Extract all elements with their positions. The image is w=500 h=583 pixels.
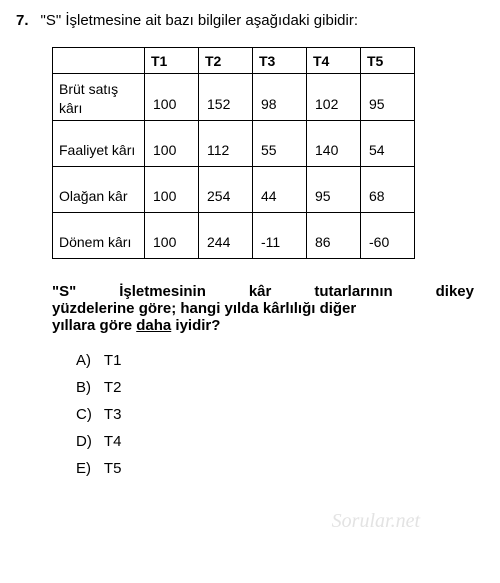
table-header-row: T1 T2 T3 T4 T5 bbox=[53, 48, 415, 74]
data-table-wrap: T1 T2 T3 T4 T5 Brüt satış kârı 100 152 9… bbox=[52, 47, 480, 259]
table-row: Olağan kâr 100 254 44 95 68 bbox=[53, 166, 415, 212]
cell: 54 bbox=[361, 120, 415, 166]
prompt-word: tutarlarının bbox=[314, 283, 392, 300]
option-label: C) bbox=[76, 406, 100, 423]
cell: 98 bbox=[253, 74, 307, 121]
table-row: Dönem kârı 100 244 -11 86 -60 bbox=[53, 212, 415, 258]
option-c[interactable]: C) T3 bbox=[76, 406, 480, 423]
cell: 95 bbox=[307, 166, 361, 212]
option-label: D) bbox=[76, 433, 100, 450]
cell: 112 bbox=[199, 120, 253, 166]
question-prompt: "S" İşletmesinin kâr tutarlarının dikey … bbox=[52, 283, 474, 334]
option-text: T4 bbox=[104, 433, 122, 450]
cell: 100 bbox=[145, 212, 199, 258]
watermark: Sorular.net bbox=[332, 510, 420, 533]
option-label: B) bbox=[76, 379, 100, 396]
prompt-word: kâr bbox=[249, 283, 272, 300]
option-a[interactable]: A) T1 bbox=[76, 352, 480, 369]
table-row: Brüt satış kârı 100 152 98 102 95 bbox=[53, 74, 415, 121]
data-table: T1 T2 T3 T4 T5 Brüt satış kârı 100 152 9… bbox=[52, 47, 415, 259]
cell: 140 bbox=[307, 120, 361, 166]
cell: 152 bbox=[199, 74, 253, 121]
cell: 244 bbox=[199, 212, 253, 258]
cell: 100 bbox=[145, 166, 199, 212]
cell: -60 bbox=[361, 212, 415, 258]
option-b[interactable]: B) T2 bbox=[76, 379, 480, 396]
option-text: T1 bbox=[104, 352, 122, 369]
row-label-line2: kârı bbox=[59, 100, 82, 116]
cell: 55 bbox=[253, 120, 307, 166]
option-d[interactable]: D) T4 bbox=[76, 433, 480, 450]
option-label: A) bbox=[76, 352, 100, 369]
question-header: 7. "S" İşletmesine ait bazı bilgiler aşa… bbox=[16, 12, 480, 29]
prompt-underline: daha bbox=[136, 317, 171, 334]
question-intro: "S" İşletmesine ait bazı bilgiler aşağıd… bbox=[41, 12, 358, 29]
prompt-word: İşletmesinin bbox=[119, 283, 206, 300]
prompt-word: dikey bbox=[436, 283, 474, 300]
cell: 254 bbox=[199, 166, 253, 212]
option-label: E) bbox=[76, 460, 100, 477]
table-row: Faaliyet kârı 100 112 55 140 54 bbox=[53, 120, 415, 166]
col-header: T5 bbox=[361, 48, 415, 74]
options-list: A) T1 B) T2 C) T3 D) T4 E) T5 bbox=[76, 352, 480, 477]
prompt-line3-after: iyidir? bbox=[171, 317, 220, 334]
prompt-line3: yıllara göre daha iyidir? bbox=[52, 317, 474, 334]
cell: 44 bbox=[253, 166, 307, 212]
col-header: T3 bbox=[253, 48, 307, 74]
row-label: Dönem kârı bbox=[53, 212, 145, 258]
cell: 100 bbox=[145, 120, 199, 166]
option-text: T2 bbox=[104, 379, 122, 396]
option-text: T5 bbox=[104, 460, 122, 477]
cell: -11 bbox=[253, 212, 307, 258]
option-text: T3 bbox=[104, 406, 122, 423]
row-label-line1: Brüt satış bbox=[59, 81, 118, 97]
cell: 102 bbox=[307, 74, 361, 121]
col-header: T1 bbox=[145, 48, 199, 74]
row-label: Olağan kâr bbox=[53, 166, 145, 212]
cell: 100 bbox=[145, 74, 199, 121]
cell: 95 bbox=[361, 74, 415, 121]
col-header: T4 bbox=[307, 48, 361, 74]
cell: 86 bbox=[307, 212, 361, 258]
prompt-word: "S" bbox=[52, 283, 76, 300]
row-label: Brüt satış kârı bbox=[53, 74, 145, 121]
prompt-line3-before: yıllara göre bbox=[52, 317, 136, 334]
row-label: Faaliyet kârı bbox=[53, 120, 145, 166]
prompt-line1: "S" İşletmesinin kâr tutarlarının dikey bbox=[52, 283, 474, 300]
cell: 68 bbox=[361, 166, 415, 212]
prompt-line2: yüzdelerine göre; hangi yılda kârlılığı … bbox=[52, 300, 474, 317]
option-e[interactable]: E) T5 bbox=[76, 460, 480, 477]
header-blank bbox=[53, 48, 145, 74]
question-number: 7. bbox=[16, 12, 29, 29]
col-header: T2 bbox=[199, 48, 253, 74]
